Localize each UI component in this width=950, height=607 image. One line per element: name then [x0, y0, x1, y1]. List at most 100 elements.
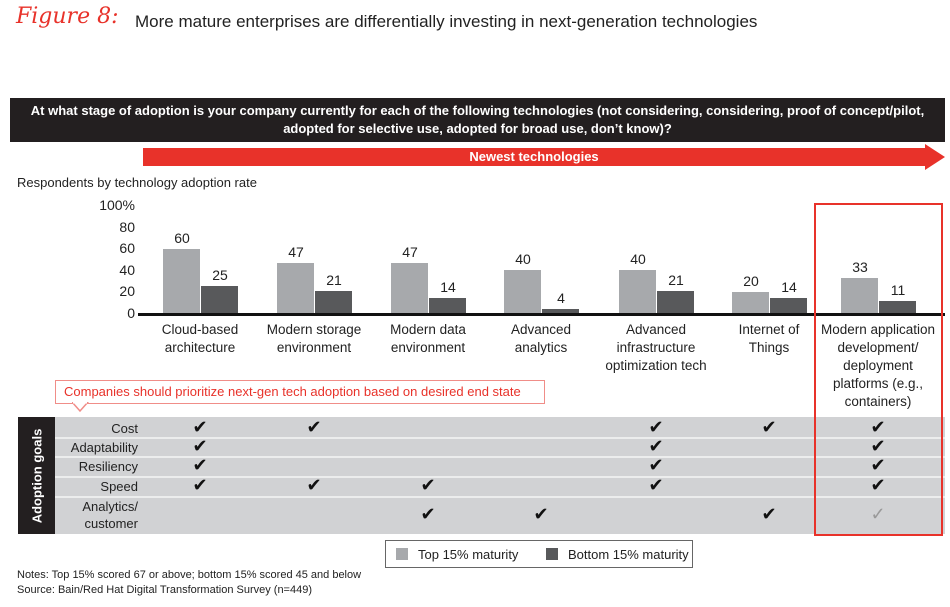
bar-bottom: [542, 308, 579, 313]
legend-swatch-top: [396, 548, 408, 560]
row-divider: [55, 496, 945, 498]
data-label: 11: [890, 282, 906, 299]
chart-subtitle: Respondents by technology adoption rate: [17, 175, 257, 190]
check-icon: ✔: [761, 504, 777, 524]
x-tick-label-line: Modern storage: [266, 322, 362, 337]
check-icon: ✔: [306, 416, 322, 437]
y-tick-label: 80: [119, 218, 135, 235]
check-icon: ✔: [192, 475, 208, 495]
x-tick-label-line: environment: [390, 340, 466, 355]
x-tick-label-line: platforms (e.g.,: [832, 376, 924, 391]
goal-label: Speed: [100, 478, 138, 495]
figure-title: More mature enterprises are differential…: [135, 12, 758, 31]
check-icon: ✔: [192, 435, 208, 456]
check-icon: ✔: [870, 475, 886, 495]
row-divider: [55, 456, 945, 458]
x-tick-label-line: Internet of: [738, 322, 800, 337]
x-tick-label-line: environment: [276, 340, 352, 355]
x-tick-label: Advanced infrastructure optimization tech: [591, 321, 721, 375]
bar-top: [391, 262, 428, 313]
y-tick-label: 0: [127, 304, 135, 321]
outline-check-icon: ✓: [870, 504, 886, 524]
check-icon: ✔: [192, 455, 208, 475]
bar-bottom: [879, 301, 916, 313]
bar-bottom: [315, 290, 352, 313]
newest-technologies-arrow: [143, 144, 945, 170]
x-tick-label: Cloud-based architecture: [135, 321, 265, 357]
y-tick-label: 20: [119, 283, 135, 299]
bar-top: [732, 291, 769, 313]
goal-label-line: Speed: [100, 479, 138, 494]
x-tick-label-line: architecture: [164, 340, 236, 355]
legend: Top 15% maturity Bottom 15% maturity: [385, 540, 693, 568]
x-tick-label-line: analytics: [514, 340, 568, 355]
x-tick-label: Internet of Things: [704, 321, 834, 357]
bar-top: [163, 248, 200, 313]
check-icon: ✔: [648, 435, 664, 456]
check-icon: ✔: [648, 475, 664, 495]
check-icon: ✔: [306, 475, 322, 495]
goal-label: Analytics/customer: [82, 498, 138, 532]
check-icon: ✔: [420, 504, 436, 524]
x-tick-label-line: Modern application: [820, 322, 936, 337]
callout-tail: [72, 402, 90, 413]
check-icon: ✔: [648, 455, 664, 475]
goal-label: Cost: [111, 420, 138, 437]
figure-label: Figure 8:: [16, 4, 119, 29]
check-icon: ✔: [420, 475, 436, 495]
goal-label: Resiliency: [79, 458, 138, 475]
x-tick-label: Modern data environment: [363, 321, 493, 357]
goal-label-line: customer: [84, 516, 138, 531]
data-label: 47: [402, 243, 418, 260]
goal-label-line: Analytics/: [82, 499, 138, 514]
x-tick-label: Modern application development/deployment…: [813, 321, 943, 411]
bar-top: [504, 270, 541, 313]
callout: Companies should prioritize next-gen tec…: [55, 380, 545, 404]
x-tick-label-line: deployment: [843, 358, 913, 373]
data-label: 60: [174, 229, 190, 246]
legend-label-top: Top 15% maturity: [418, 547, 519, 562]
data-label: 25: [212, 267, 228, 284]
bar-bottom: [657, 290, 694, 313]
adoption-goals-table: [18, 417, 945, 534]
legend-swatch-bottom: [546, 548, 558, 560]
check-icon: ✔: [533, 504, 549, 524]
check-icon: ✔: [192, 416, 208, 437]
y-tick-label: 60: [119, 240, 135, 256]
data-label: 21: [326, 271, 342, 288]
x-axis-line: [138, 313, 945, 316]
check-icon: ✔: [870, 455, 886, 475]
data-label: 33: [852, 258, 868, 275]
x-tick-label-line: containers): [844, 394, 912, 409]
bar-top: [619, 270, 656, 313]
data-label: 47: [288, 243, 304, 260]
bar-bottom: [429, 298, 466, 313]
adoption-goals-label: Adoption goals: [18, 417, 55, 534]
y-tick-label: 100%: [99, 197, 135, 213]
data-label: 20: [743, 272, 759, 289]
highlight-box: [814, 203, 943, 536]
legend-label-bottom: Bottom 15% maturity: [568, 547, 689, 562]
y-tick-label: 40: [119, 261, 135, 278]
source-text: Source: Bain/Red Hat Digital Transformat…: [17, 584, 313, 596]
bar-bottom: [770, 298, 807, 313]
check-icon: ✔: [870, 416, 886, 437]
x-tick-label-line: development/: [837, 340, 919, 355]
data-label: 4: [557, 289, 565, 306]
x-tick-label-line: Things: [748, 340, 790, 355]
row-divider: [55, 476, 945, 478]
survey-question: At what stage of adoption is your compan…: [10, 98, 945, 142]
x-tick-label-line: optimization tech: [605, 358, 707, 373]
bar-bottom: [201, 286, 238, 313]
x-tick-label-line: Advanced: [625, 322, 687, 337]
bar-top: [277, 262, 314, 313]
data-label: 40: [515, 251, 531, 268]
data-label: 21: [668, 271, 684, 288]
data-label: 14: [781, 279, 797, 296]
goal-label-line: Resiliency: [78, 459, 138, 474]
notes-text: Notes: Top 15% scored 67 or above; botto…: [17, 569, 362, 581]
x-tick-label-line: Modern data: [390, 322, 466, 337]
notes: Notes: Top 15% scored 67 or above; botto…: [17, 568, 361, 598]
x-tick-label: Modern storage environment: [249, 321, 379, 357]
